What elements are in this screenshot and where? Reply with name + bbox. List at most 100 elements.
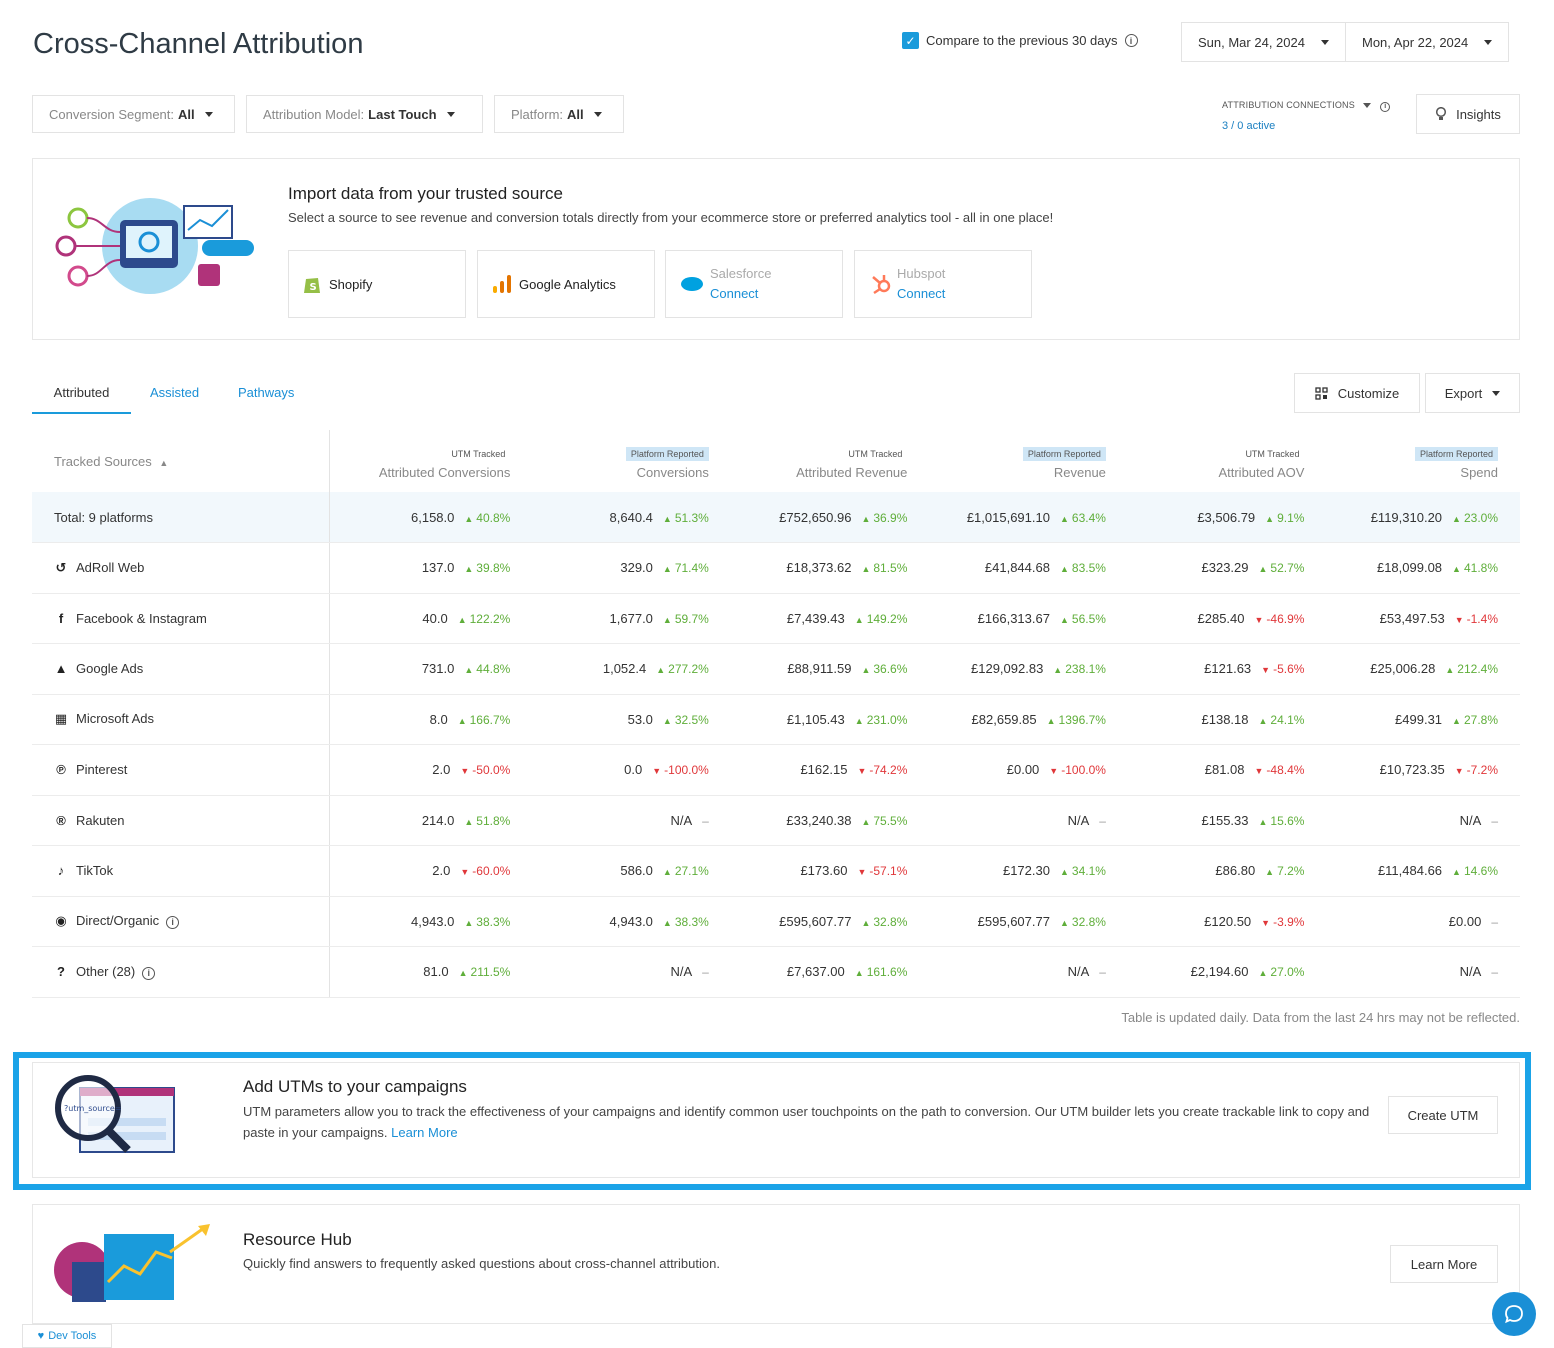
change-up: ▲ 27.0% <box>1259 965 1305 979</box>
question-icon: ? <box>57 964 65 979</box>
cell-value: 8.0 <box>429 711 448 727</box>
arrow-up-icon: ▲ <box>457 715 467 726</box>
customize-button[interactable]: Customize <box>1294 373 1420 413</box>
attribution-model-filter[interactable]: Attribution Model: Last Touch <box>246 95 483 133</box>
value-cell: N/A – <box>929 795 1128 846</box>
connect-link[interactable]: Connect <box>897 286 946 301</box>
connections-active-link[interactable]: 3 / 0 active <box>1222 120 1276 132</box>
col-header[interactable]: UTM Tracked Attributed Conversions <box>330 430 533 492</box>
platform-filter[interactable]: Platform: All <box>494 95 624 133</box>
arrow-down-icon: ▼ <box>857 867 867 878</box>
source-hubspot[interactable]: Hubspot Connect <box>854 250 1032 318</box>
value-cell: £82,659.85 ▲ 1396.7% <box>929 694 1128 745</box>
source-cell: ℗ Pinterest <box>32 744 331 796</box>
change-up: ▲ 238.1% <box>1053 662 1106 676</box>
table-row[interactable]: ? Other (28) i 81.0 ▲ 211.5% N/A – £7,637.00 ▲ 161… <box>32 946 1520 998</box>
connect-link[interactable]: Connect <box>710 286 759 301</box>
cell-value: 4,943.0 <box>609 913 653 929</box>
insights-label: Insights <box>1456 106 1501 122</box>
cell-value: £155.33 <box>1201 812 1249 828</box>
dev-tools-tab[interactable]: ♥ Dev Tools <box>22 1324 112 1348</box>
cell-value: 81.0 <box>423 964 449 980</box>
cell-value: £752,650.96 <box>779 509 852 525</box>
table-row[interactable]: ▲ Google Ads 731.0 ▲ 44.8% 1,052.4 ▲ 277.2% £88,… <box>32 643 1520 695</box>
source-google-analytics[interactable]: Google Analytics <box>477 250 655 318</box>
utm-learn-more-link[interactable]: Learn More <box>391 1125 458 1140</box>
chevron-down-icon <box>204 111 213 117</box>
table-row[interactable]: ♪ TikTok 2.0 ▼ -60.0% 586.0 ▲ 27.1% £173.60 ▼ -57.… <box>32 845 1520 897</box>
export-button[interactable]: Export <box>1425 373 1520 413</box>
conversion-segment-filter[interactable]: Conversion Segment: All <box>32 95 235 133</box>
chat-button[interactable] <box>1492 1292 1536 1336</box>
col-header[interactable]: Platform Reported Conversions <box>532 430 731 492</box>
value-cell: £119,310.20 ▲ 23.0% <box>1326 492 1520 543</box>
table-row[interactable]: ◉ Direct/Organic i 4,943.0 ▲ 38.3% 4,943.0 ▲ 38.… <box>32 896 1520 947</box>
source-name: Salesforce <box>710 266 772 281</box>
create-utm-button[interactable]: Create UTM <box>1388 1096 1498 1134</box>
change-value: 59.7% <box>674 611 709 626</box>
arrow-down-icon: ▼ <box>460 766 470 777</box>
source-name: Other (28) <box>76 964 136 979</box>
dev-tools-label: Dev Tools <box>48 1330 97 1342</box>
col-header[interactable]: UTM Tracked Attributed AOV <box>1128 430 1327 492</box>
value-cell: 4,943.0 ▲ 38.3% <box>532 896 731 947</box>
table-row[interactable]: ↺ AdRoll Web 137.0 ▲ 39.8% 329.0 ▲ 71.4% £18,373… <box>32 542 1520 594</box>
arrow-down-icon: ▼ <box>1254 614 1264 625</box>
adroll-icon: ↺ <box>55 559 67 575</box>
tab-attributed[interactable]: Attributed <box>32 385 131 414</box>
cell-value: £1,015,691.10 <box>966 509 1050 525</box>
tab-pathways[interactable]: Pathways <box>238 385 295 400</box>
change-value: -57.1% <box>869 864 908 879</box>
start-date-picker[interactable]: Sun, Mar 24, 2024 <box>1181 22 1346 62</box>
resource-learn-more-button[interactable]: Learn More <box>1390 1245 1498 1283</box>
end-date-value: Mon, Apr 22, 2024 <box>1362 34 1469 50</box>
value-cell: £120.50 ▼ -3.9% <box>1127 896 1327 947</box>
arrow-up-icon: ▲ <box>464 513 474 524</box>
col-header[interactable]: Platform Reported Revenue <box>929 430 1128 492</box>
arrow-up-icon: ▲ <box>1053 665 1063 676</box>
info-icon[interactable]: i <box>166 915 180 929</box>
source-name: Total: 9 platforms <box>54 509 153 525</box>
value-cell: 8,640.4 ▲ 51.3% <box>532 492 731 543</box>
value-cell: £7,439.43 ▲ 149.2% <box>730 593 930 644</box>
cell-value: N/A <box>1067 964 1090 980</box>
cell-value: £2,194.60 <box>1190 964 1249 980</box>
filter-value: All <box>178 106 195 122</box>
arrow-down-icon: ▼ <box>1261 917 1271 928</box>
col-header-tracked-sources[interactable]: Tracked Sources ▲ <box>32 430 331 492</box>
value-cell: £323.29 ▲ 52.7% <box>1127 542 1327 594</box>
source-shopify[interactable]: S Shopify <box>288 250 466 318</box>
change-up: ▲ 166.7% <box>458 713 511 727</box>
source-name: Hubspot <box>897 266 946 281</box>
chevron-down-icon <box>1484 39 1492 45</box>
end-date-picker[interactable]: Mon, Apr 22, 2024 <box>1345 22 1509 62</box>
change-value: -74.2% <box>869 763 908 778</box>
cell-value: 2.0 <box>432 863 451 879</box>
arrow-down-icon: ▼ <box>1261 665 1271 676</box>
info-icon[interactable]: i <box>1380 101 1391 112</box>
table-total-row[interactable]: Total: 9 platforms 6,158.0 ▲ 40.8% 8,640.4 ▲ 5… <box>32 492 1520 543</box>
table-row[interactable]: ℗ Pinterest 2.0 ▼ -50.0% 0.0 ▼ -100.0% £162.15 ▼ -… <box>32 744 1520 796</box>
info-icon[interactable]: i <box>142 966 156 980</box>
change-up: ▲ 44.8% <box>464 662 510 676</box>
insights-button[interactable]: Insights <box>1416 94 1520 134</box>
change-up: ▲ 149.2% <box>855 612 908 626</box>
source-salesforce[interactable]: Salesforce Connect <box>665 250 843 318</box>
table-row[interactable]: f Facebook & Instagram 40.0 ▲ 122.2% 1,677.0 ▲… <box>32 593 1520 644</box>
col-header[interactable]: UTM Tracked Attributed Revenue <box>731 430 930 492</box>
change-up: ▲ 161.6% <box>855 965 908 979</box>
attribution-connections-dropdown[interactable]: ATTRIBUTION CONNECTIONS i <box>1222 100 1391 112</box>
table-row[interactable]: ▦ Microsoft Ads 8.0 ▲ 166.7% 53.0 ▲ 32.5% £1,105… <box>32 694 1520 745</box>
tab-assisted[interactable]: Assisted <box>150 385 200 400</box>
col-header[interactable]: Platform Reported Spend <box>1326 430 1520 492</box>
cell-value: 586.0 <box>620 863 653 879</box>
utm-badge: UTM Tracked <box>446 447 511 461</box>
compare-toggle[interactable]: ✓ Compare to the previous 30 days i <box>902 32 1138 49</box>
change-up: ▲ 75.5% <box>861 814 907 828</box>
source-cell: ↺ AdRoll Web <box>32 542 331 594</box>
value-cell: 4,943.0 ▲ 38.3% <box>329 896 533 947</box>
table-row[interactable]: ® Rakuten 214.0 ▲ 51.8% N/A – £33,240.38 ▲ 75.5% N… <box>32 795 1520 846</box>
compare-checkbox[interactable]: ✓ <box>902 32 919 49</box>
info-icon[interactable]: i <box>1124 34 1138 47</box>
change-value: 27.0% <box>1270 965 1305 980</box>
